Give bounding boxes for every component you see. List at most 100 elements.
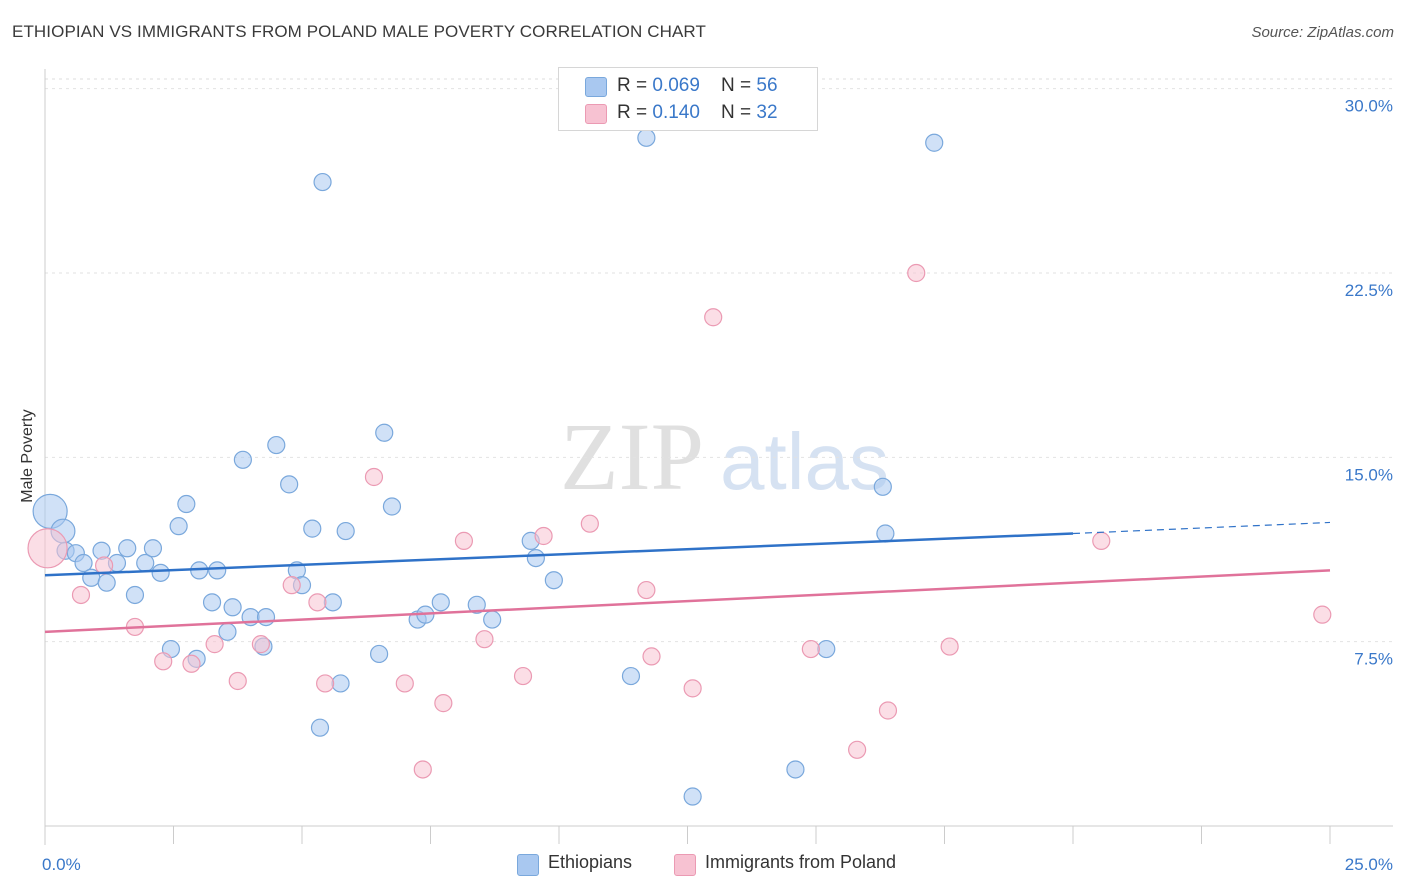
- y-tick-label: 22.5%: [1345, 281, 1393, 300]
- legend-swatch-poland: [585, 104, 607, 124]
- ethiopians-point: [280, 475, 299, 494]
- poland-point: [475, 630, 494, 649]
- chart-source: Source: ZipAtlas.com: [1251, 24, 1394, 41]
- poland-point: [154, 652, 173, 671]
- ethiopians-point: [92, 541, 111, 560]
- r-label: R =: [617, 75, 653, 96]
- ethiopians-point: [925, 133, 944, 152]
- ethiopians-point: [143, 539, 163, 558]
- poland-point: [704, 308, 723, 327]
- ethiopians-point: [683, 787, 702, 806]
- ethiopians-point: [331, 674, 350, 693]
- correlation-legend: R = 0.069 N = 56 R = 0.140 N = 32: [558, 67, 818, 131]
- poland-point: [228, 671, 247, 691]
- poland-point: [848, 740, 867, 759]
- poland-point: [413, 760, 432, 779]
- poland-point: [940, 637, 959, 656]
- r-value-ethiopians: 0.069: [652, 75, 700, 96]
- ethiopians-point: [375, 423, 394, 442]
- ethiopians-point: [177, 494, 196, 514]
- ethiopians-point: [256, 607, 276, 627]
- poland-point: [205, 635, 224, 654]
- r-value-poland: 0.140: [652, 102, 700, 123]
- ethiopians-point: [218, 622, 237, 641]
- ethiopians-point: [526, 549, 545, 568]
- ethiopians-point: [467, 595, 486, 614]
- ethiopians-point: [431, 593, 450, 612]
- ethiopians-point: [544, 571, 563, 590]
- poland-point: [454, 531, 474, 550]
- ethiopians-point: [310, 718, 330, 737]
- ethiopians-point: [118, 539, 137, 558]
- ethiopians-point: [876, 524, 895, 543]
- poland-point: [513, 666, 533, 686]
- poland-point: [878, 701, 898, 720]
- ethiopians-point: [202, 593, 222, 612]
- n-value-poland: 32: [756, 102, 778, 123]
- legend-swatch-ethiopians: [585, 77, 607, 97]
- n-value-ethiopians: 56: [756, 75, 778, 96]
- ethiopians-point: [169, 517, 188, 536]
- ethiopians-point: [97, 573, 116, 592]
- x-tick-label-min: 0.0%: [42, 855, 81, 874]
- y-tick-label: 30.0%: [1345, 97, 1393, 116]
- ethiopians-point: [313, 172, 332, 192]
- poland-point: [907, 263, 926, 283]
- legend-swatch-poland: [674, 854, 696, 876]
- ethiopians-point: [303, 519, 322, 538]
- poland-point: [642, 647, 661, 666]
- n-label: N =: [721, 102, 757, 123]
- poland-point: [251, 635, 270, 654]
- poland-point: [282, 576, 301, 595]
- r-label: R =: [617, 102, 653, 123]
- y-tick-label: 7.5%: [1354, 650, 1393, 669]
- gridlines: [45, 78, 1393, 643]
- ethiopians-point: [483, 610, 502, 629]
- trend-lines: [44, 521, 1331, 634]
- ethiopians-point: [786, 760, 805, 779]
- poland-point: [534, 526, 553, 546]
- ethiopians-trend-extension: [1072, 521, 1331, 535]
- watermark-atlas: atlas: [720, 417, 889, 506]
- ethiopians-point: [74, 553, 93, 573]
- axes: [44, 69, 1393, 845]
- poland-point: [801, 639, 820, 659]
- poland-point: [182, 654, 201, 673]
- poland-point: [71, 585, 91, 605]
- ethiopians-point: [208, 561, 227, 580]
- ethiopians-point: [233, 450, 252, 469]
- poland-point: [637, 580, 656, 600]
- n-label: N =: [721, 75, 757, 96]
- tick-labels: 7.5% 15.0% 22.5% 30.0% 0.0% 25.0%: [42, 97, 1393, 874]
- ethiopians-trend-line: [44, 532, 1074, 577]
- poland-point: [683, 679, 702, 698]
- ethiopians-point: [323, 593, 342, 612]
- ethiopians-point: [82, 568, 101, 587]
- ethiopians-point: [621, 666, 641, 686]
- poland-trend-line: [44, 569, 1331, 634]
- poland-point: [1313, 605, 1332, 624]
- poland-point: [27, 528, 68, 569]
- poland-point: [1092, 531, 1111, 550]
- x-tick-label-max: 25.0%: [1345, 855, 1393, 874]
- ethiopians-point: [223, 598, 242, 617]
- watermark-zip: ZIP: [560, 403, 704, 510]
- data-points: [27, 128, 1332, 806]
- ethiopians-point: [817, 639, 836, 659]
- poland-point: [395, 674, 414, 693]
- ethiopians-point: [637, 128, 656, 147]
- ethiopians-point: [382, 497, 402, 516]
- ethiopians-point: [267, 435, 286, 455]
- poland-point: [364, 467, 384, 487]
- poland-point: [434, 694, 453, 713]
- poland-point: [580, 514, 599, 533]
- ethiopians-point: [336, 521, 355, 541]
- poland-point: [308, 593, 327, 612]
- ethiopians-point: [370, 644, 389, 664]
- ethiopians-point: [125, 585, 145, 605]
- legend-label-ethiopians: Ethiopians: [548, 852, 633, 872]
- legend-label-poland: Immigrants from Poland: [705, 852, 897, 872]
- chart-title: ETHIOPIAN VS IMMIGRANTS FROM POLAND MALE…: [12, 22, 706, 41]
- legend-swatch-ethiopians: [517, 854, 539, 876]
